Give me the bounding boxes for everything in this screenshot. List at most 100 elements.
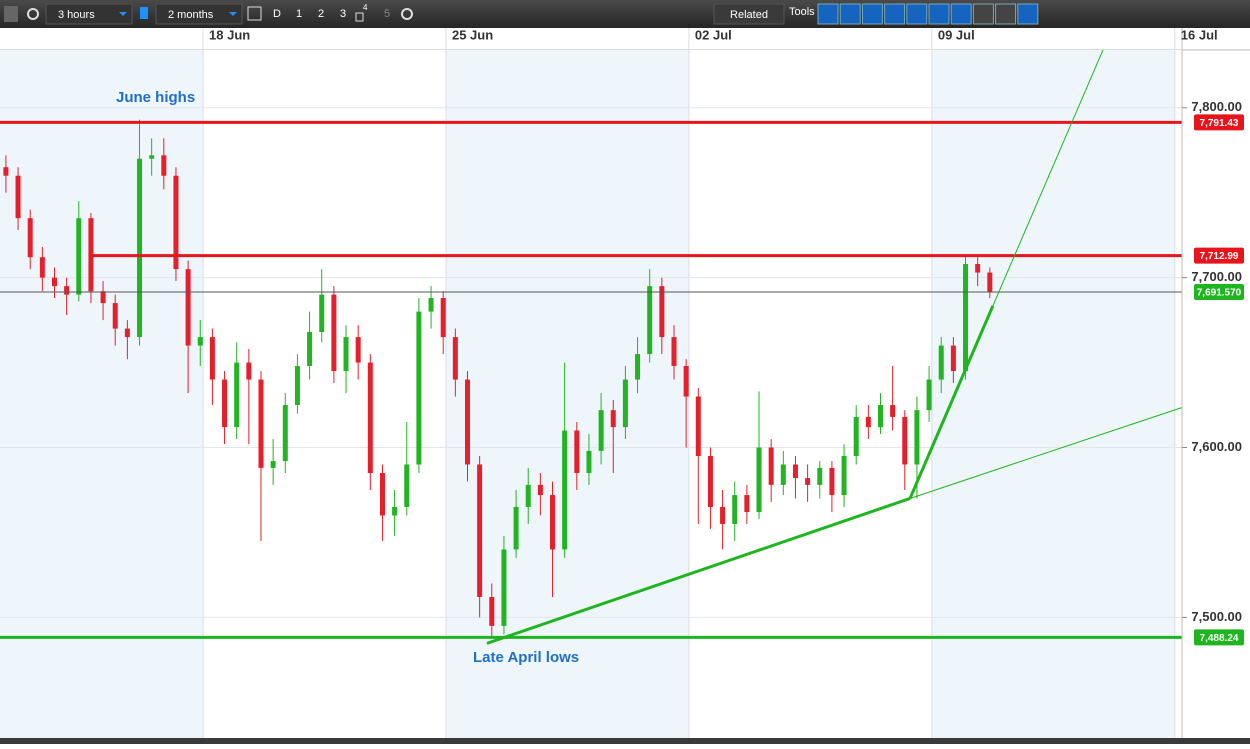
tool-button[interactable] <box>1017 3 1039 25</box>
chart-settings[interactable] <box>401 8 413 20</box>
tool-button[interactable] <box>884 3 906 25</box>
candle-body <box>829 467 835 496</box>
candle-body <box>161 155 167 176</box>
candle-body <box>355 337 361 363</box>
y-tick-label: 7,500.00 <box>1191 609 1242 624</box>
candle-body <box>780 464 786 485</box>
icon <box>355 12 364 22</box>
tools-label: Tools <box>789 6 815 18</box>
trend-line <box>908 305 995 500</box>
level-box <box>1194 247 1244 264</box>
annotation: June highs <box>116 89 195 106</box>
candle-body <box>270 461 276 468</box>
y-tick-label: 7,600.00 <box>1191 439 1242 454</box>
candle-body <box>112 303 118 329</box>
candle-body <box>343 337 349 372</box>
tool-button[interactable] <box>817 3 839 25</box>
candle-body <box>452 337 458 380</box>
badge: 4 <box>363 3 368 12</box>
candle-body <box>64 286 70 295</box>
candle-body <box>258 379 264 468</box>
candle-body <box>744 495 750 513</box>
dropdown-arrow <box>229 12 237 16</box>
tool-button[interactable] <box>928 3 950 25</box>
candle-body <box>635 354 641 380</box>
candle-body <box>489 597 495 626</box>
timeframe-button[interactable]: D <box>273 8 281 20</box>
tool-button[interactable] <box>906 3 928 25</box>
level-label: 7,488.24 <box>1200 633 1239 644</box>
timeframe-button[interactable]: 1 <box>296 8 302 20</box>
candle-body <box>137 158 143 338</box>
x-tick-label: 25 Jun <box>452 27 493 42</box>
y-tick-label: 7,700.00 <box>1191 269 1242 284</box>
range-select[interactable] <box>155 3 243 25</box>
candle-body <box>720 506 726 524</box>
calendar-icon[interactable] <box>247 6 262 21</box>
tool-button[interactable] <box>839 3 861 25</box>
candle-body <box>234 362 240 428</box>
candle-body <box>246 362 252 380</box>
level-box <box>1194 283 1244 300</box>
level-box <box>1194 629 1244 646</box>
timeframe-button[interactable]: 3 <box>340 8 346 20</box>
tool-button[interactable] <box>995 3 1017 25</box>
week-shade <box>445 50 689 738</box>
candle-body <box>756 447 762 513</box>
candle-body <box>513 506 519 550</box>
related-button[interactable] <box>713 3 785 25</box>
tool-button[interactable] <box>950 3 972 25</box>
candle-body <box>622 379 628 428</box>
candle-body <box>683 365 689 397</box>
x-tick-label: 18 Jun <box>209 27 250 42</box>
lock-icon[interactable] <box>140 7 148 19</box>
candle-body <box>331 294 337 372</box>
candle-body <box>659 286 665 338</box>
tool-button[interactable] <box>861 3 883 25</box>
candle-body <box>173 175 179 270</box>
week-shade <box>0 50 204 738</box>
candle-body <box>586 450 592 473</box>
candle-body <box>149 155 155 159</box>
candle-body <box>695 396 701 457</box>
candle-body <box>307 331 313 366</box>
trend-line <box>486 497 911 645</box>
candle-body <box>525 484 531 507</box>
candle-body <box>805 478 811 485</box>
candle-body <box>76 218 82 295</box>
candle-body <box>574 430 580 473</box>
candle-body <box>537 484 543 496</box>
candle-body <box>124 328 130 338</box>
candle-body <box>817 467 823 485</box>
candle-body <box>440 298 446 338</box>
y-tick-label: 7,800.00 <box>1191 99 1242 114</box>
week-shade <box>931 50 1175 738</box>
related-text: Related <box>730 9 768 21</box>
candle-body <box>768 447 774 485</box>
annotation: Late April lows <box>473 649 579 666</box>
candle-body <box>671 337 677 366</box>
candle-body <box>282 405 288 462</box>
candle-body <box>550 495 556 550</box>
candle-body <box>963 264 969 372</box>
candle-body <box>294 365 300 406</box>
candle-body <box>416 311 422 465</box>
timeframe-button[interactable]: 5 <box>384 8 390 20</box>
candle-body <box>902 416 908 465</box>
candle-body <box>100 291 106 304</box>
candle-body <box>477 464 483 598</box>
candle-body <box>367 362 373 473</box>
candle-body <box>319 294 325 332</box>
candle-body <box>209 337 215 380</box>
dropdown-arrow <box>119 12 127 16</box>
trend-line <box>992 50 1104 306</box>
candle-body <box>598 410 604 451</box>
candle-body <box>27 218 33 258</box>
menu-button[interactable] <box>4 6 18 22</box>
tool-button[interactable] <box>972 3 994 25</box>
candle-body <box>15 175 21 219</box>
timeframe-button[interactable]: 2 <box>318 8 324 20</box>
settings-button[interactable] <box>27 8 39 20</box>
interval-select[interactable] <box>45 3 133 25</box>
candle-body <box>707 456 713 507</box>
